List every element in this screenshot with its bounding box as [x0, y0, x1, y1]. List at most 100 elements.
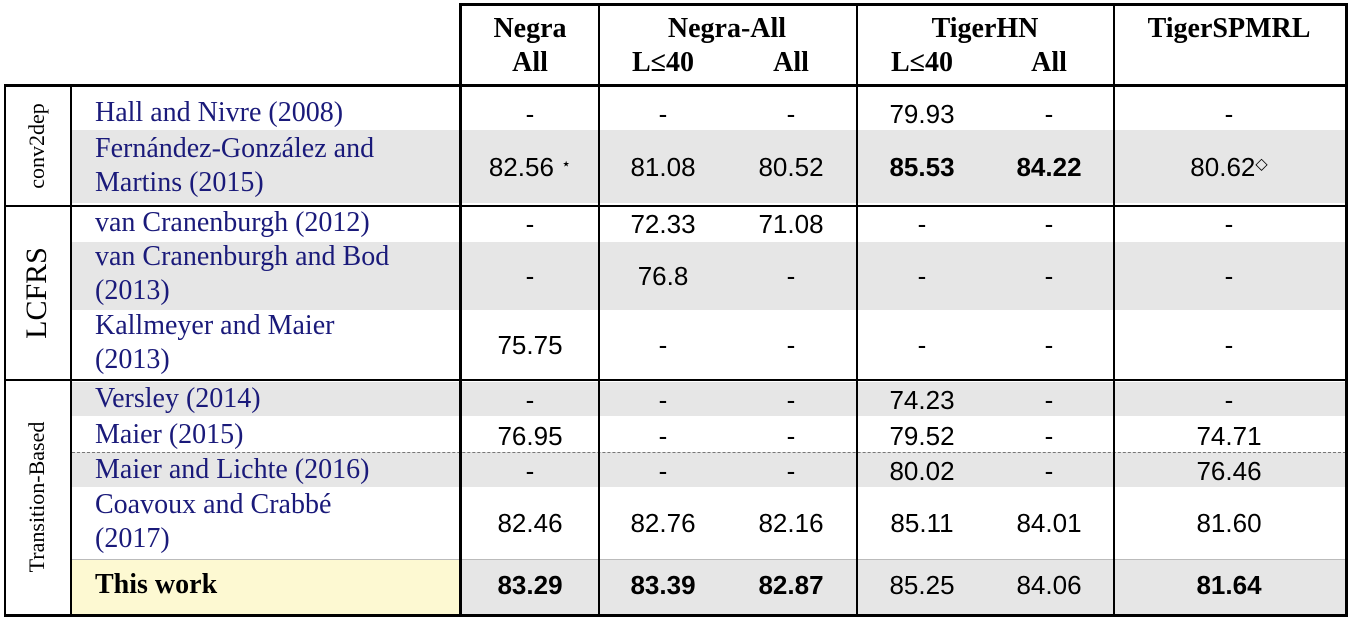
value-cell: -	[786, 330, 796, 360]
value-cell: -	[1224, 99, 1234, 129]
row-name: Fernández-González and	[95, 133, 375, 164]
value-cell: 74.23	[889, 385, 955, 415]
group-label-lcfrs: LCFRS	[20, 247, 53, 339]
value-cell: -	[658, 421, 668, 451]
row-shade	[72, 242, 1346, 310]
rule-left	[4, 84, 6, 617]
row-name: Kallmeyer and Maier	[95, 310, 335, 341]
value-cell: -	[525, 261, 535, 291]
value-cell: 82.16	[758, 508, 824, 538]
rule-group	[4, 379, 1348, 381]
sub-header-negra-all-all: All	[773, 47, 809, 78]
rule-col	[856, 3, 858, 617]
col-header-tigerhn: TigerHN	[931, 13, 1039, 44]
value-cell: -	[1224, 261, 1234, 291]
value-cell-best: 84.22	[1016, 152, 1082, 182]
value-cell: -	[786, 99, 796, 129]
row-name-cont: (2017)	[95, 523, 170, 554]
value-cell-best: 83.39	[630, 570, 696, 600]
value-cell: -	[1044, 421, 1054, 451]
row-name-cont: (2013)	[95, 344, 170, 375]
row-name-cont: (2013)	[95, 275, 170, 306]
value-cell: -	[525, 385, 535, 415]
value-cell: 84.01	[1016, 508, 1082, 538]
row-name: Hall and Nivre (2008)	[95, 97, 344, 128]
value-cell: 85.11	[890, 508, 954, 538]
value-cell: -	[658, 330, 668, 360]
value-cell: 79.93	[889, 99, 955, 129]
rule-col	[1113, 3, 1115, 617]
value-cell: -	[786, 261, 796, 291]
group-label-transition-based: Transition-Based	[24, 421, 49, 573]
value-cell: -	[786, 421, 796, 451]
value-cell: -	[1044, 385, 1054, 415]
value-cell: 82.76	[630, 508, 696, 538]
value-cell-best: 83.29	[497, 570, 563, 600]
value-cell: 71.08	[758, 209, 824, 239]
value-cell: 82.46	[497, 508, 563, 538]
rule-col	[598, 3, 600, 617]
rule-header	[4, 84, 1348, 87]
col-header-negra-all: Negra-All	[667, 13, 787, 44]
value-cell: 82.56 ⋆	[488, 152, 572, 182]
value-cell-best: 81.64	[1196, 570, 1262, 600]
sub-header-tigerhn-l40: L≤40	[890, 47, 954, 78]
highlight-cell	[72, 560, 460, 616]
value-cell: 80.02	[889, 456, 955, 486]
sub-header-negra-all-l40: L≤40	[631, 47, 695, 78]
value-cell-best: 85.53	[889, 152, 955, 182]
row-name: Maier and Lichte (2016)	[95, 454, 370, 485]
rule-col	[459, 3, 462, 617]
rule-this-work	[72, 559, 1348, 560]
col-header-negra: Negra	[493, 13, 567, 44]
value-cell: 79.52	[889, 421, 955, 451]
value-cell: -	[1044, 209, 1054, 239]
value-cell: -	[1224, 385, 1234, 415]
row-name: van Cranenburgh and Bod	[95, 241, 390, 272]
sub-header-tigerhn-all: All	[1031, 47, 1067, 78]
value-cell: -	[1224, 330, 1234, 360]
value-cell: -	[1044, 456, 1054, 486]
row-name-this-work: This work	[95, 569, 218, 600]
value-cell: -	[786, 385, 796, 415]
value-cell: -	[658, 385, 668, 415]
value-cell: 74.71	[1196, 421, 1262, 451]
sub-header-negra-all: All	[512, 47, 548, 78]
row-shade	[72, 452, 1346, 487]
row-shade	[72, 130, 1346, 203]
value-cell: -	[1044, 330, 1054, 360]
value-cell: -	[786, 456, 796, 486]
dashed-separator	[72, 452, 1346, 453]
row-name-cont: Martins (2015)	[95, 167, 264, 198]
rule-bottom	[4, 614, 1348, 617]
group-label-conv2dep: conv2dep	[24, 103, 49, 189]
value-cell: -	[917, 209, 927, 239]
value-cell: 85.25	[889, 570, 955, 600]
rule-top	[460, 3, 1348, 6]
row-name: Versley (2014)	[95, 383, 261, 414]
value-cell: 81.08	[630, 152, 696, 182]
value-cell: 72.33	[630, 209, 696, 239]
row-shade	[460, 560, 1346, 616]
value-cell: -	[917, 330, 927, 360]
value-cell: 84.06	[1016, 570, 1082, 600]
row-name: Coavoux and Crabbé	[95, 489, 332, 520]
value-cell: 76.46	[1196, 456, 1262, 486]
diamond-marker: ◇	[1255, 156, 1268, 173]
star-marker: ⋆	[561, 156, 572, 173]
value-cell: -	[658, 99, 668, 129]
value-cell: -	[1044, 99, 1054, 129]
value-cell: 81.60	[1196, 508, 1262, 538]
rule-right	[1345, 3, 1348, 617]
value-cell: 75.75	[497, 330, 563, 360]
row-name: van Cranenburgh (2012)	[95, 207, 370, 238]
value-cell: 80.62◇	[1190, 152, 1268, 182]
value-cell: -	[658, 456, 668, 486]
row-name: Maier (2015)	[95, 419, 244, 450]
value-cell: 80.52	[758, 152, 824, 182]
value-cell: -	[1044, 261, 1054, 291]
value-cell: -	[1224, 209, 1234, 239]
value-cell: -	[525, 99, 535, 129]
value-cell-best: 82.87	[758, 570, 824, 600]
